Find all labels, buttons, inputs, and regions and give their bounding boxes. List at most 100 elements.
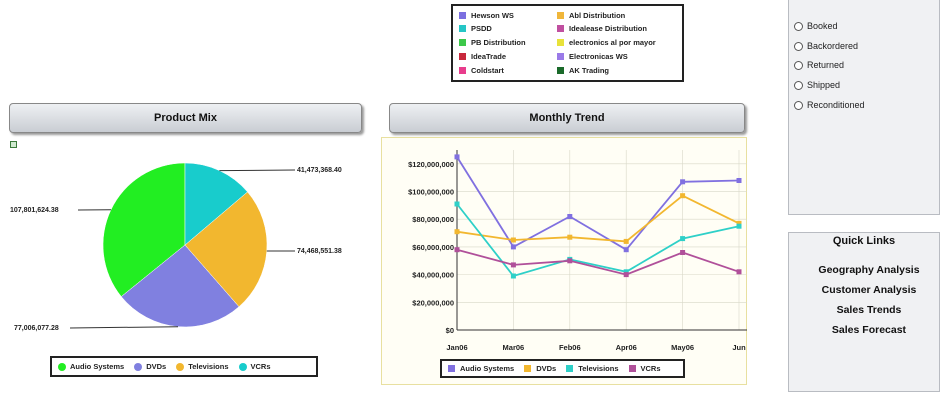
legend-swatch [557,39,564,47]
pie-slice[interactable] [120,244,240,328]
data-point[interactable] [454,229,460,235]
legend-item: Audio Systems [448,364,514,373]
data-point[interactable] [567,258,573,264]
series-line [456,194,740,243]
legend-label: DVDs [146,362,167,371]
data-point[interactable] [567,214,573,219]
monthly-trend-header[interactable]: Monthly Trend [389,103,745,133]
radio-label: Booked [807,21,838,31]
radio-label: Shipped [807,80,841,90]
legend-swatch [557,66,564,74]
data-point[interactable] [736,178,742,183]
legend-swatch [566,365,574,372]
data-point[interactable] [454,201,460,207]
data-point[interactable] [454,247,460,253]
legend-label: VCRs [250,362,271,371]
status-filter-panel [788,0,940,215]
legend-item: DVDs [134,362,166,371]
radio-shipped[interactable]: Shipped [794,80,840,90]
data-point[interactable] [736,269,742,275]
legend-label: IdeaTrade [471,51,507,61]
x-tick-label: Mar06 [503,343,525,352]
link-customer-analysis[interactable]: Customer Analysis [821,284,917,296]
data-point[interactable] [680,236,686,242]
legend-item: DVDs [524,364,556,373]
legend-label: Televisions [578,364,619,373]
data-point[interactable] [680,179,686,185]
link-geography-analysis[interactable]: Geography Analysis [818,264,920,276]
radio-label: Returned [807,60,845,70]
legend-item: Audio Systems [58,362,124,371]
data-point[interactable] [680,250,686,255]
legend-label: Televisions [188,362,229,371]
data-point[interactable] [454,154,460,160]
legend-dot [238,362,247,371]
legend-label: PB Distribution [471,38,526,48]
data-point[interactable] [623,269,629,275]
legend-swatch [459,66,466,74]
data-point[interactable] [510,273,516,279]
radio-icon[interactable] [794,21,803,31]
legend-swatch [448,365,455,372]
data-point[interactable] [623,238,629,244]
data-point[interactable] [510,262,516,268]
radio-icon[interactable] [794,60,803,70]
pie-slice[interactable] [102,162,186,297]
legend-item: Idealease Distribution [557,24,687,34]
x-tick-label: Jun [732,343,746,352]
quick-links-panel [788,232,940,392]
radio-icon[interactable] [794,41,803,51]
data-point[interactable] [623,247,629,253]
legend-item: VCRs [238,362,271,371]
data-point[interactable] [623,272,629,278]
radio-returned[interactable]: Returned [794,60,844,70]
link-sales-forecast[interactable]: Sales Forecast [831,324,907,336]
x-tick-label: May06 [671,343,694,352]
x-tick-label: Jan06 [446,343,467,352]
legend-item: electronics al por mayor [557,38,687,48]
pie-slice[interactable] [184,191,268,308]
legend-item: Televisions [566,364,619,373]
legend-label: Audio Systems [460,364,515,373]
data-point[interactable] [510,244,516,250]
legend-label: electronics al por mayor [569,38,656,48]
data-point[interactable] [680,193,686,199]
radio-label: Reconditioned [807,100,865,110]
legend-item: PSDD [459,24,551,34]
radio-icon[interactable] [794,100,803,110]
legend-dot [58,362,66,371]
radio-reconditioned[interactable]: Reconditioned [794,100,865,110]
y-tick-label: $20,000,000 [412,298,454,307]
data-point[interactable] [510,237,516,243]
expand-icon[interactable] [10,141,17,148]
legend-label: AK Trading [569,65,610,75]
y-tick-label: $120,000,000 [408,160,454,169]
legend-dot [134,362,143,371]
legend-label: DVDs [536,364,557,373]
legend-item: Electronicas WS [557,51,687,61]
quick-links-title: Quick Links [832,235,896,247]
legend-label: Coldstart [471,65,504,75]
legend-swatch [459,25,466,33]
legend-item: IdeaTrade [459,51,551,61]
radio-label: Backordered [807,41,859,51]
legend-label: Electronicas WS [569,51,628,61]
legend-swatch [557,52,564,60]
legend-item: Coldstart [459,65,551,75]
legend-swatch [524,365,532,372]
legend-label: Abl Distribution [569,10,626,20]
product-mix-header[interactable]: Product Mix [9,103,362,133]
radio-backordered[interactable]: Backordered [794,41,858,51]
radio-icon[interactable] [794,80,803,90]
legend-swatch [459,52,466,60]
data-point[interactable] [736,223,742,229]
series-line [456,156,740,251]
pie-value-label: 74,468,551.38 [297,248,342,255]
legend-item: PB Distribution [459,38,551,48]
data-point[interactable] [736,220,742,226]
legend-label: Idealease Distribution [569,24,647,34]
radio-booked[interactable]: Booked [794,21,838,31]
data-point[interactable] [567,234,573,240]
link-sales-trends[interactable]: Sales Trends [836,304,902,316]
